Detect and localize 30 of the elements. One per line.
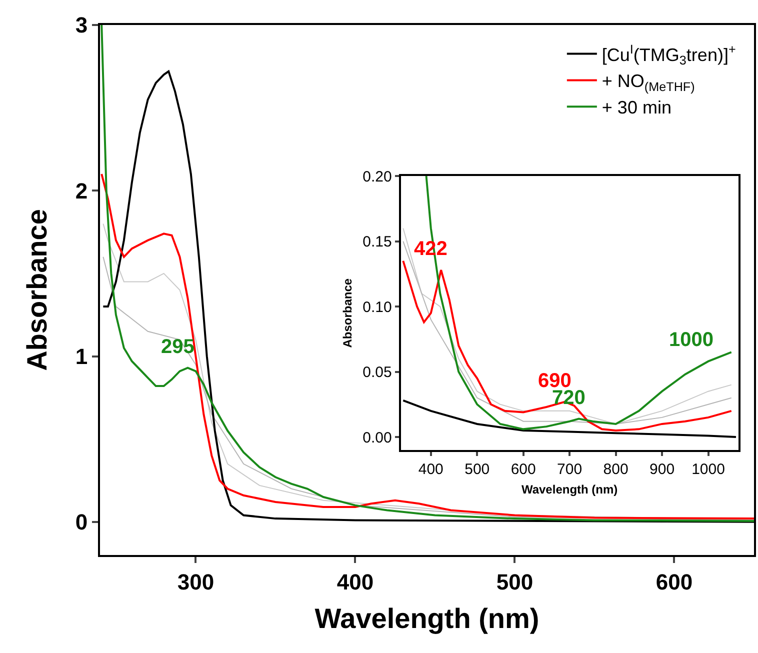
legend-label: [Cu$^{I}$(TMG$_{3}$tren)]$^{+}$ [602, 42, 736, 68]
x-tick-label: 400 [418, 461, 444, 478]
x-tick-label: 700 [557, 461, 582, 478]
annotation: 1000 [669, 329, 714, 351]
legend-label: + 30 min [602, 98, 672, 118]
annotation: 295 [161, 336, 194, 358]
y-axis-title: Absorbance [340, 278, 354, 348]
x-tick-label: 600 [656, 569, 693, 594]
x-tick-label: 500 [464, 461, 490, 478]
x-tick-label: 800 [603, 461, 628, 478]
x-tick-label: 900 [650, 461, 675, 478]
y-tick-label: 0.00 [362, 429, 392, 446]
annotation: 720 [552, 387, 586, 409]
y-tick-label: 0.15 [362, 234, 392, 251]
y-tick-label: 0.20 [362, 168, 392, 186]
y-tick-label: 0.05 [362, 364, 392, 382]
legend-label: + NO$_{(MeTHF)}$ [602, 71, 695, 94]
x-tick-label: 300 [177, 569, 214, 594]
y-tick-label: 1 [75, 344, 88, 369]
y-axis-title: Absorbance [22, 209, 53, 371]
x-tick-label: 500 [496, 569, 534, 594]
y-tick-label: 2 [75, 178, 88, 204]
y-tick-label: 0.10 [362, 298, 392, 316]
x-tick-label: 400 [336, 569, 374, 594]
x-axis-title: Wavelength (nm) [314, 603, 540, 634]
y-tick-label: 3 [75, 12, 88, 38]
x-tick-label: 1000 [692, 461, 725, 478]
x-tick-label: 600 [510, 461, 536, 478]
x-axis-title: Wavelength (nm) [521, 482, 618, 496]
y-tick-label: 0 [75, 510, 88, 535]
